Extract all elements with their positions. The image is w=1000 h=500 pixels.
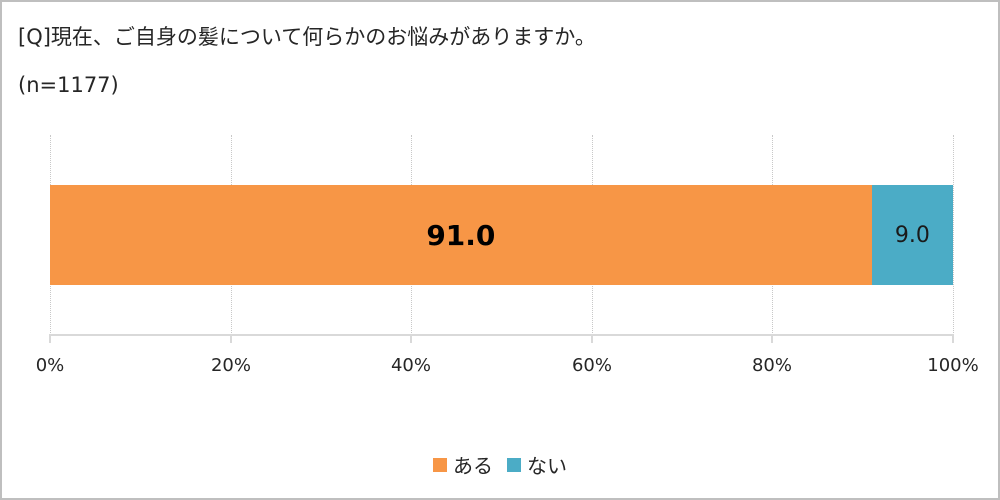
sample-size: (n=1177) [18,73,119,97]
axis-tick [771,334,773,343]
axis-tick [230,334,232,343]
bar-segment-yes: 91.0 [50,185,872,285]
legend-swatch-yes-icon [433,457,447,472]
bar-segment-no: 9.0 [871,185,953,285]
axis-tick [591,334,593,343]
legend-item-no: ない [507,450,567,479]
x-tick-label: 60% [571,355,612,376]
x-tick-label: 40% [390,355,431,376]
data-label: 9.0 [894,222,930,248]
axis-tick [410,334,412,343]
x-tick-label: 80% [751,355,792,376]
x-tick-label: 100% [927,355,979,376]
x-axis [50,334,954,336]
axis-tick [49,334,51,343]
x-tick-label: 20% [210,355,251,376]
chart-title: [Q]現在、ご自身の髪について何らかのお悩みがありますか。 [18,25,596,49]
legend-label-yes: ある [453,454,493,478]
legend: ある ない [0,450,1000,479]
legend-swatch-no-icon [507,457,521,472]
axis-tick [952,334,954,343]
x-tick-label: 0% [35,355,65,376]
gridline [953,135,954,335]
legend-item-yes: ある [433,450,493,479]
data-label: 91.0 [426,218,496,252]
legend-label-no: ない [527,454,567,478]
